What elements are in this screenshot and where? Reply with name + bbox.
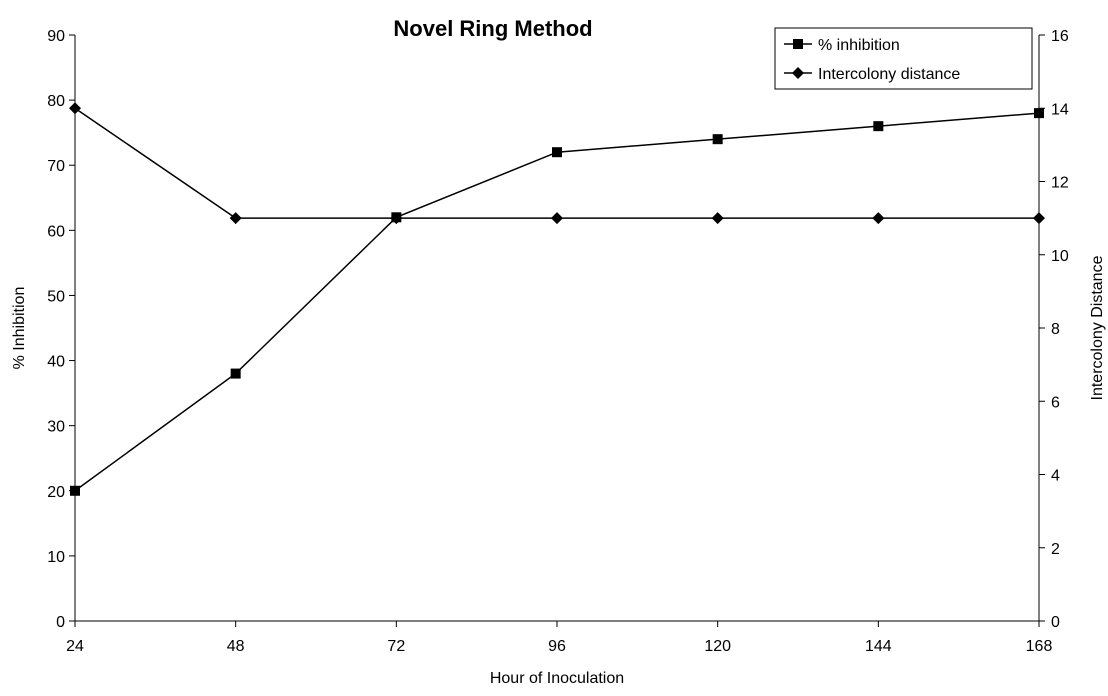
data-point-diamond xyxy=(69,102,81,115)
x-tick-label: 144 xyxy=(865,638,892,655)
right-y-ticks: 0 2 4 6 8 10 12 14 16 xyxy=(1039,28,1069,631)
data-point-square xyxy=(230,368,241,379)
data-point-diamond xyxy=(390,212,403,225)
right-y-axis-label: Intercolony Distance xyxy=(1089,255,1106,400)
left-y-tick-label: 60 xyxy=(47,223,65,240)
legend-label-inhibition: % inhibition xyxy=(818,37,900,54)
right-y-tick-label: 16 xyxy=(1051,28,1069,45)
series-layer xyxy=(69,102,1045,496)
right-y-tick-label: 10 xyxy=(1051,248,1069,265)
x-tick-label: 96 xyxy=(548,638,566,655)
left-y-tick-label: 50 xyxy=(47,288,65,305)
data-point-square xyxy=(712,134,723,145)
left-y-ticks: 0 10 20 30 40 50 60 70 80 90 xyxy=(47,28,75,631)
right-y-tick-label: 8 xyxy=(1051,321,1060,338)
left-y-tick-label: 90 xyxy=(47,28,65,45)
left-y-tick-label: 40 xyxy=(47,354,65,371)
data-point-diamond xyxy=(1033,212,1045,225)
data-point-diamond xyxy=(872,212,885,225)
data-point-diamond xyxy=(711,212,724,225)
legend-marker-square xyxy=(793,39,803,49)
legend: % inhibition Intercolony distance xyxy=(774,27,1033,90)
left-y-tick-label: 70 xyxy=(47,158,65,175)
right-y-tick-label: 6 xyxy=(1051,394,1060,411)
data-point-square xyxy=(873,121,884,132)
chart-title: Novel Ring Method xyxy=(393,16,592,41)
series-line-0 xyxy=(74,112,1040,492)
left-y-tick-label: 30 xyxy=(47,419,65,436)
right-y-tick-label: 14 xyxy=(1051,101,1069,118)
x-tick-label: 48 xyxy=(227,638,245,655)
left-y-tick-label: 80 xyxy=(47,93,65,110)
legend-box xyxy=(774,27,1033,90)
left-y-tick-label: 0 xyxy=(56,614,65,631)
data-point-diamond xyxy=(551,212,563,225)
data-point-square xyxy=(1034,108,1044,119)
left-y-axis-label: % Inhibition xyxy=(11,287,28,370)
left-y-tick-label: 10 xyxy=(47,549,65,566)
x-tick-label: 72 xyxy=(387,638,405,655)
right-y-tick-label: 12 xyxy=(1051,175,1069,192)
x-ticks: 24 48 72 96 120 144 168 xyxy=(66,621,1052,655)
x-axis-label: Hour of Inoculation xyxy=(490,670,624,687)
legend-marker-diamond xyxy=(792,67,804,79)
data-point-square xyxy=(70,485,80,496)
data-point-square xyxy=(552,147,562,158)
legend-label-intercolony: Intercolony distance xyxy=(818,66,960,83)
x-tick-label: 120 xyxy=(704,638,731,655)
data-point-diamond xyxy=(229,212,242,225)
right-y-tick-label: 2 xyxy=(1051,541,1060,558)
right-y-tick-label: 4 xyxy=(1051,468,1060,485)
x-tick-label: 168 xyxy=(1026,638,1053,655)
left-y-tick-label: 20 xyxy=(47,484,65,501)
right-y-tick-label: 0 xyxy=(1051,614,1060,631)
x-tick-label: 24 xyxy=(66,638,84,655)
